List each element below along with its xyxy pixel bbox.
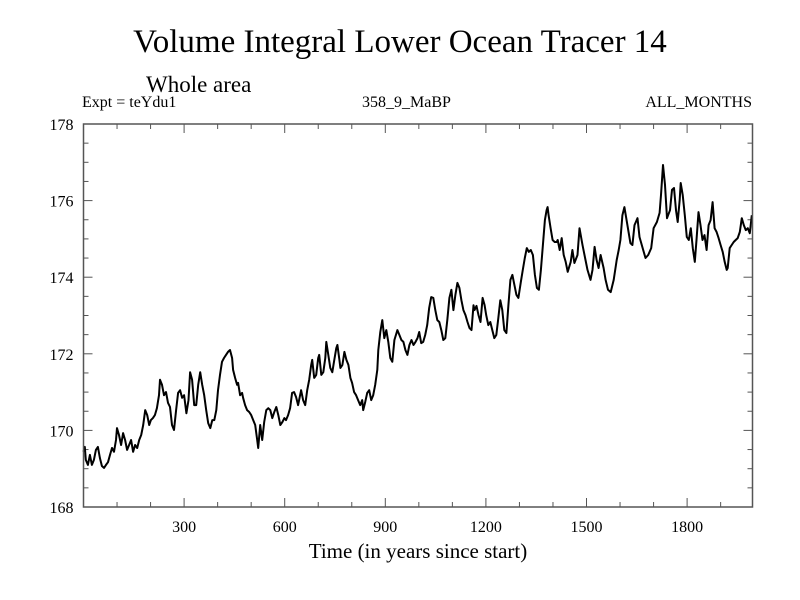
- period-label: 358_9_MaBP: [362, 94, 451, 111]
- months-label: ALL_MONTHS: [645, 94, 752, 111]
- axis-ticks: [83, 124, 753, 507]
- series-line: [82, 164, 753, 469]
- chart-title: Volume Integral Lower Ocean Tracer 14: [133, 24, 667, 60]
- y-tick-label: 174: [50, 270, 74, 287]
- x-tick-label: 1500: [571, 519, 603, 536]
- y-tick-label: 176: [50, 194, 74, 211]
- x-tick-label: 1200: [470, 519, 502, 536]
- plot-frame: [82, 123, 754, 508]
- x-tick-label: 900: [373, 519, 397, 536]
- axis-tick-labels: 300 600 900 1200 1500 1800 168 170 172 174 176 178: [50, 117, 704, 536]
- y-tick-label: 170: [50, 423, 74, 440]
- x-tick-label: 600: [273, 519, 297, 536]
- x-tick-label: 300: [172, 519, 196, 536]
- y-tick-label: 168: [50, 500, 74, 517]
- x-tick-label: 1800: [671, 519, 703, 536]
- chart-subtitle: Whole area: [146, 72, 252, 97]
- y-tick-label: 172: [50, 347, 74, 364]
- y-tick-label: 178: [50, 117, 74, 134]
- x-axis-title: Time (in years since start): [309, 539, 528, 563]
- experiment-label: Expt = teYdu1: [82, 94, 177, 111]
